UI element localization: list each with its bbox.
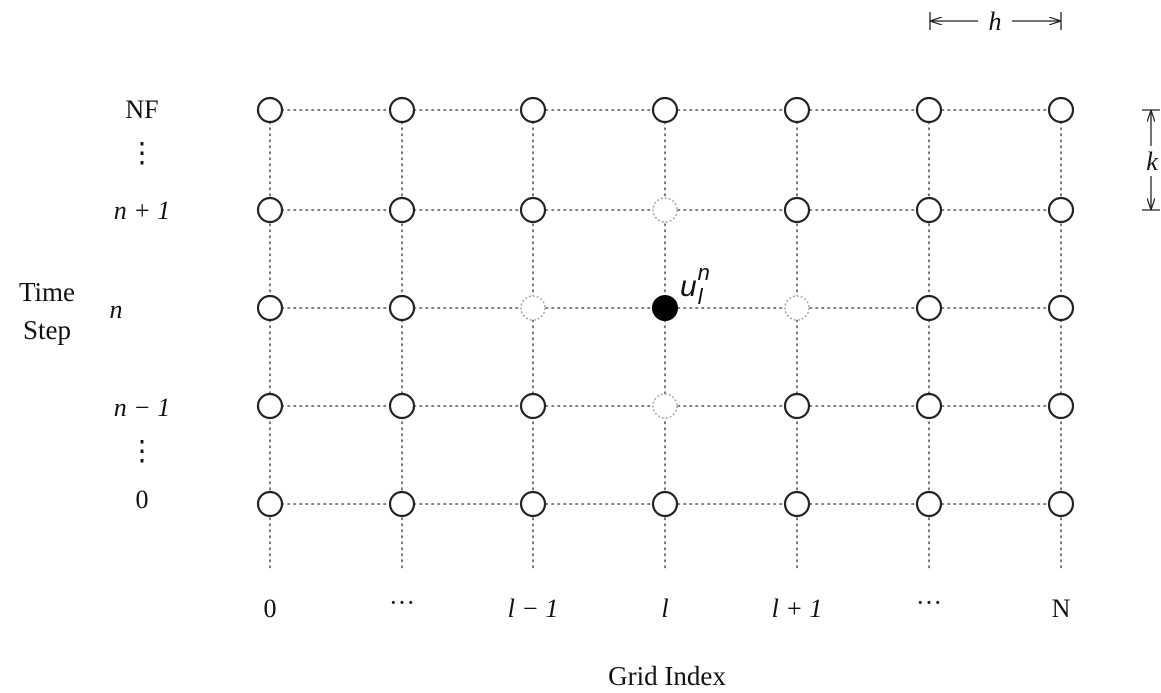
- col-label-ellipsis-right: ···: [916, 588, 942, 617]
- center-label-sub: l: [698, 284, 704, 309]
- grid-node: [915, 392, 943, 420]
- grid-node: [388, 96, 416, 124]
- neighbor-stencil-node: [520, 295, 546, 321]
- grid-node: [388, 392, 416, 420]
- grid-node: [256, 490, 284, 518]
- row-label-nf: NF: [125, 95, 158, 124]
- grid-node: [651, 490, 679, 518]
- grid-node: [915, 96, 943, 124]
- row-labels: NF n + 1 n n − 1 0 ⋮ ⋮: [110, 95, 171, 514]
- k-spacing-indicator: k: [1142, 109, 1160, 211]
- grid-node: [783, 96, 811, 124]
- center-label-sup: n: [698, 260, 710, 285]
- grid-node: [256, 294, 284, 322]
- neighbor-stencil-node: [652, 197, 678, 223]
- row-label-n-plus-1: n + 1: [114, 196, 171, 225]
- grid-node: [783, 196, 811, 224]
- grid-nodes: [256, 96, 1075, 518]
- row-label-zero: 0: [136, 485, 149, 514]
- x-axis-title: Grid Index: [608, 661, 726, 691]
- neighbor-stencil-node: [784, 295, 810, 321]
- k-label: k: [1146, 147, 1158, 176]
- h-label: h: [989, 7, 1002, 36]
- center-label-base: u: [680, 270, 697, 303]
- grid-node: [915, 490, 943, 518]
- column-labels: 0 ··· l − 1 l l + 1 ··· N: [264, 588, 1071, 623]
- col-label-0: 0: [264, 594, 277, 623]
- row-label-n-minus-1: n − 1: [114, 393, 171, 422]
- grid-node: [519, 196, 547, 224]
- y-axis-title-line1: Time: [19, 277, 75, 307]
- grid-node: [1047, 490, 1075, 518]
- col-label-l-plus-1: l + 1: [772, 594, 823, 623]
- row-ellipsis-bottom: ⋮: [128, 436, 156, 467]
- row-ellipsis-top: ⋮: [128, 138, 156, 169]
- center-stencil-node: [652, 295, 678, 321]
- grid-node: [519, 96, 547, 124]
- grid-node: [256, 196, 284, 224]
- grid-node: [915, 196, 943, 224]
- grid-node: [915, 294, 943, 322]
- grid-node: [1047, 294, 1075, 322]
- grid-node: [783, 392, 811, 420]
- grid-node: [388, 196, 416, 224]
- row-label-n: n: [110, 295, 123, 324]
- grid-node: [783, 490, 811, 518]
- grid-node: [256, 392, 284, 420]
- h-spacing-indicator: h: [929, 7, 1062, 36]
- grid-node: [1047, 392, 1075, 420]
- y-axis-title-line2: Step: [23, 315, 71, 345]
- grid-node: [519, 392, 547, 420]
- col-label-ellipsis-left: ···: [389, 588, 415, 617]
- col-label-n-upper: N: [1052, 594, 1071, 623]
- grid-node: [651, 96, 679, 124]
- grid-node: [256, 96, 284, 124]
- grid-node: [519, 490, 547, 518]
- grid-node: [1047, 196, 1075, 224]
- col-label-l: l: [661, 594, 668, 623]
- grid-node: [388, 294, 416, 322]
- col-label-l-minus-1: l − 1: [508, 594, 559, 623]
- neighbor-stencil-node: [652, 393, 678, 419]
- grid-node: [388, 490, 416, 518]
- center-point-label: uln: [680, 260, 710, 309]
- grid-node: [1047, 96, 1075, 124]
